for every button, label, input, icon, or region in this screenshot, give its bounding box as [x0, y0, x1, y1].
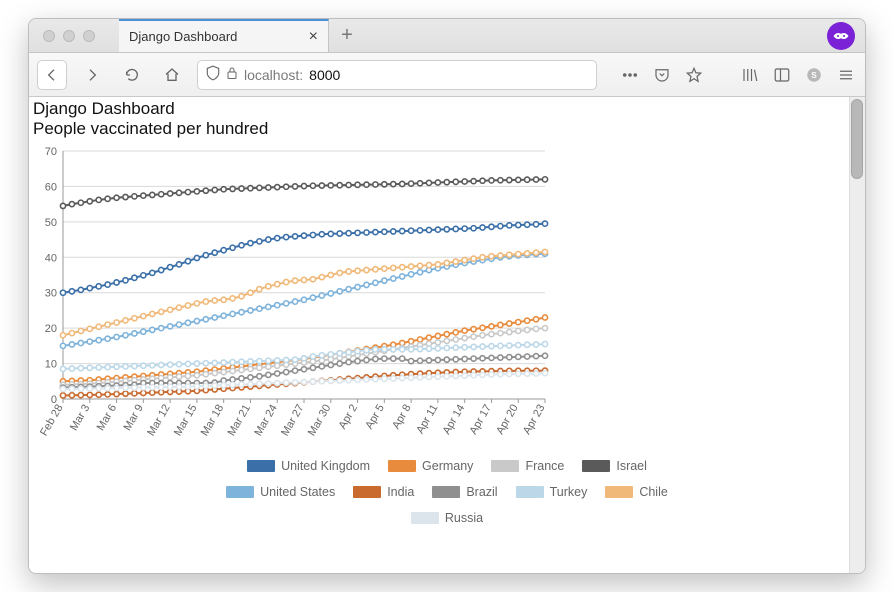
minimize-dot[interactable]: [63, 30, 75, 42]
svg-text:50: 50: [45, 217, 57, 229]
svg-text:40: 40: [45, 252, 57, 264]
legend-label: United States: [260, 485, 335, 499]
chart-svg: 010203040506070Feb 28Mar 3Mar 6Mar 9Mar …: [33, 143, 553, 453]
svg-text:30: 30: [45, 288, 57, 300]
toolbar: localhost: 8000 S: [29, 53, 865, 97]
home-button[interactable]: [157, 60, 187, 90]
reload-button[interactable]: [117, 60, 147, 90]
svg-text:S: S: [811, 71, 817, 80]
legend-swatch: [516, 486, 544, 498]
svg-text:Apr 5: Apr 5: [363, 403, 387, 432]
tab-title: Django Dashboard: [129, 29, 237, 44]
legend-item[interactable]: Germany: [388, 459, 473, 473]
svg-text:Mar 12: Mar 12: [145, 403, 173, 439]
sidebar-icon[interactable]: [771, 64, 793, 86]
svg-text:Mar 18: Mar 18: [199, 403, 227, 439]
back-button[interactable]: [37, 60, 67, 90]
legend-label: Germany: [422, 459, 473, 473]
menu-icon[interactable]: [835, 64, 857, 86]
svg-text:Mar 30: Mar 30: [306, 403, 334, 439]
legend-swatch: [247, 460, 275, 472]
svg-text:Apr 14: Apr 14: [441, 403, 468, 437]
page-title: Django Dashboard: [33, 99, 861, 119]
close-dot[interactable]: [43, 30, 55, 42]
legend-label: Israel: [616, 459, 647, 473]
legend-item[interactable]: United States: [226, 485, 335, 499]
legend-swatch: [432, 486, 460, 498]
lock-icon: [226, 66, 238, 83]
svg-text:Apr 20: Apr 20: [494, 403, 521, 437]
legend-label: Chile: [639, 485, 668, 499]
legend-item[interactable]: Turkey: [516, 485, 588, 499]
svg-text:Mar 21: Mar 21: [226, 403, 254, 439]
account-icon[interactable]: S: [803, 64, 825, 86]
svg-text:Mar 24: Mar 24: [252, 403, 280, 439]
svg-text:Apr 2: Apr 2: [337, 403, 361, 432]
legend-swatch: [353, 486, 381, 498]
svg-text:60: 60: [45, 181, 57, 193]
legend-item[interactable]: India: [353, 485, 414, 499]
legend-item[interactable]: Israel: [582, 459, 647, 473]
legend-label: India: [387, 485, 414, 499]
svg-text:Apr 11: Apr 11: [414, 403, 440, 436]
svg-text:Feb 28: Feb 28: [38, 403, 66, 439]
legend-label: Turkey: [550, 485, 588, 499]
browser-tab[interactable]: Django Dashboard ×: [119, 19, 329, 52]
legend-item[interactable]: United Kingdom: [247, 459, 370, 473]
library-icon[interactable]: [739, 64, 761, 86]
line-chart: 010203040506070Feb 28Mar 3Mar 6Mar 9Mar …: [33, 143, 861, 453]
legend-swatch: [491, 460, 519, 472]
svg-text:10: 10: [45, 359, 57, 371]
meatballs-icon[interactable]: [619, 64, 641, 86]
legend-swatch: [605, 486, 633, 498]
browser-window: Django Dashboard × +: [28, 18, 866, 574]
address-bar[interactable]: localhost: 8000: [197, 60, 597, 90]
legend-swatch: [411, 512, 439, 524]
shield-icon: [206, 65, 220, 84]
svg-text:Mar 15: Mar 15: [172, 403, 200, 439]
legend-swatch: [582, 460, 610, 472]
close-tab-icon[interactable]: ×: [309, 28, 318, 46]
svg-text:Mar 3: Mar 3: [68, 403, 92, 433]
chart-legend: United Kingdom Germany France Israel United …: [187, 459, 707, 525]
new-tab-button[interactable]: +: [329, 19, 365, 52]
legend-item[interactable]: Chile: [605, 485, 668, 499]
legend-swatch: [388, 460, 416, 472]
profile-avatar[interactable]: [827, 22, 855, 50]
url-port: 8000: [309, 67, 340, 83]
svg-text:Apr 8: Apr 8: [390, 403, 414, 432]
legend-label: United Kingdom: [281, 459, 370, 473]
mask-icon: [832, 31, 850, 41]
svg-text:70: 70: [45, 146, 57, 158]
svg-text:Apr 23: Apr 23: [521, 403, 548, 437]
star-icon[interactable]: [683, 64, 705, 86]
window-controls: [29, 19, 119, 52]
page-content: Django Dashboard People vaccinated per h…: [29, 97, 865, 573]
tab-bar: Django Dashboard × +: [29, 19, 865, 53]
svg-text:Apr 17: Apr 17: [467, 403, 494, 437]
svg-text:Mar 27: Mar 27: [279, 403, 307, 439]
pocket-icon[interactable]: [651, 64, 673, 86]
svg-text:Mar 6: Mar 6: [95, 403, 119, 433]
chart-title: People vaccinated per hundred: [33, 119, 861, 139]
svg-text:Mar 9: Mar 9: [121, 403, 145, 433]
legend-swatch: [226, 486, 254, 498]
legend-item[interactable]: Russia: [411, 511, 483, 525]
legend-item[interactable]: France: [491, 459, 564, 473]
svg-text:20: 20: [45, 323, 57, 335]
legend-label: Russia: [445, 511, 483, 525]
forward-button[interactable]: [77, 60, 107, 90]
legend-label: France: [525, 459, 564, 473]
url-host: localhost:: [244, 67, 303, 83]
zoom-dot[interactable]: [83, 30, 95, 42]
legend-item[interactable]: Brazil: [432, 485, 497, 499]
legend-label: Brazil: [466, 485, 497, 499]
